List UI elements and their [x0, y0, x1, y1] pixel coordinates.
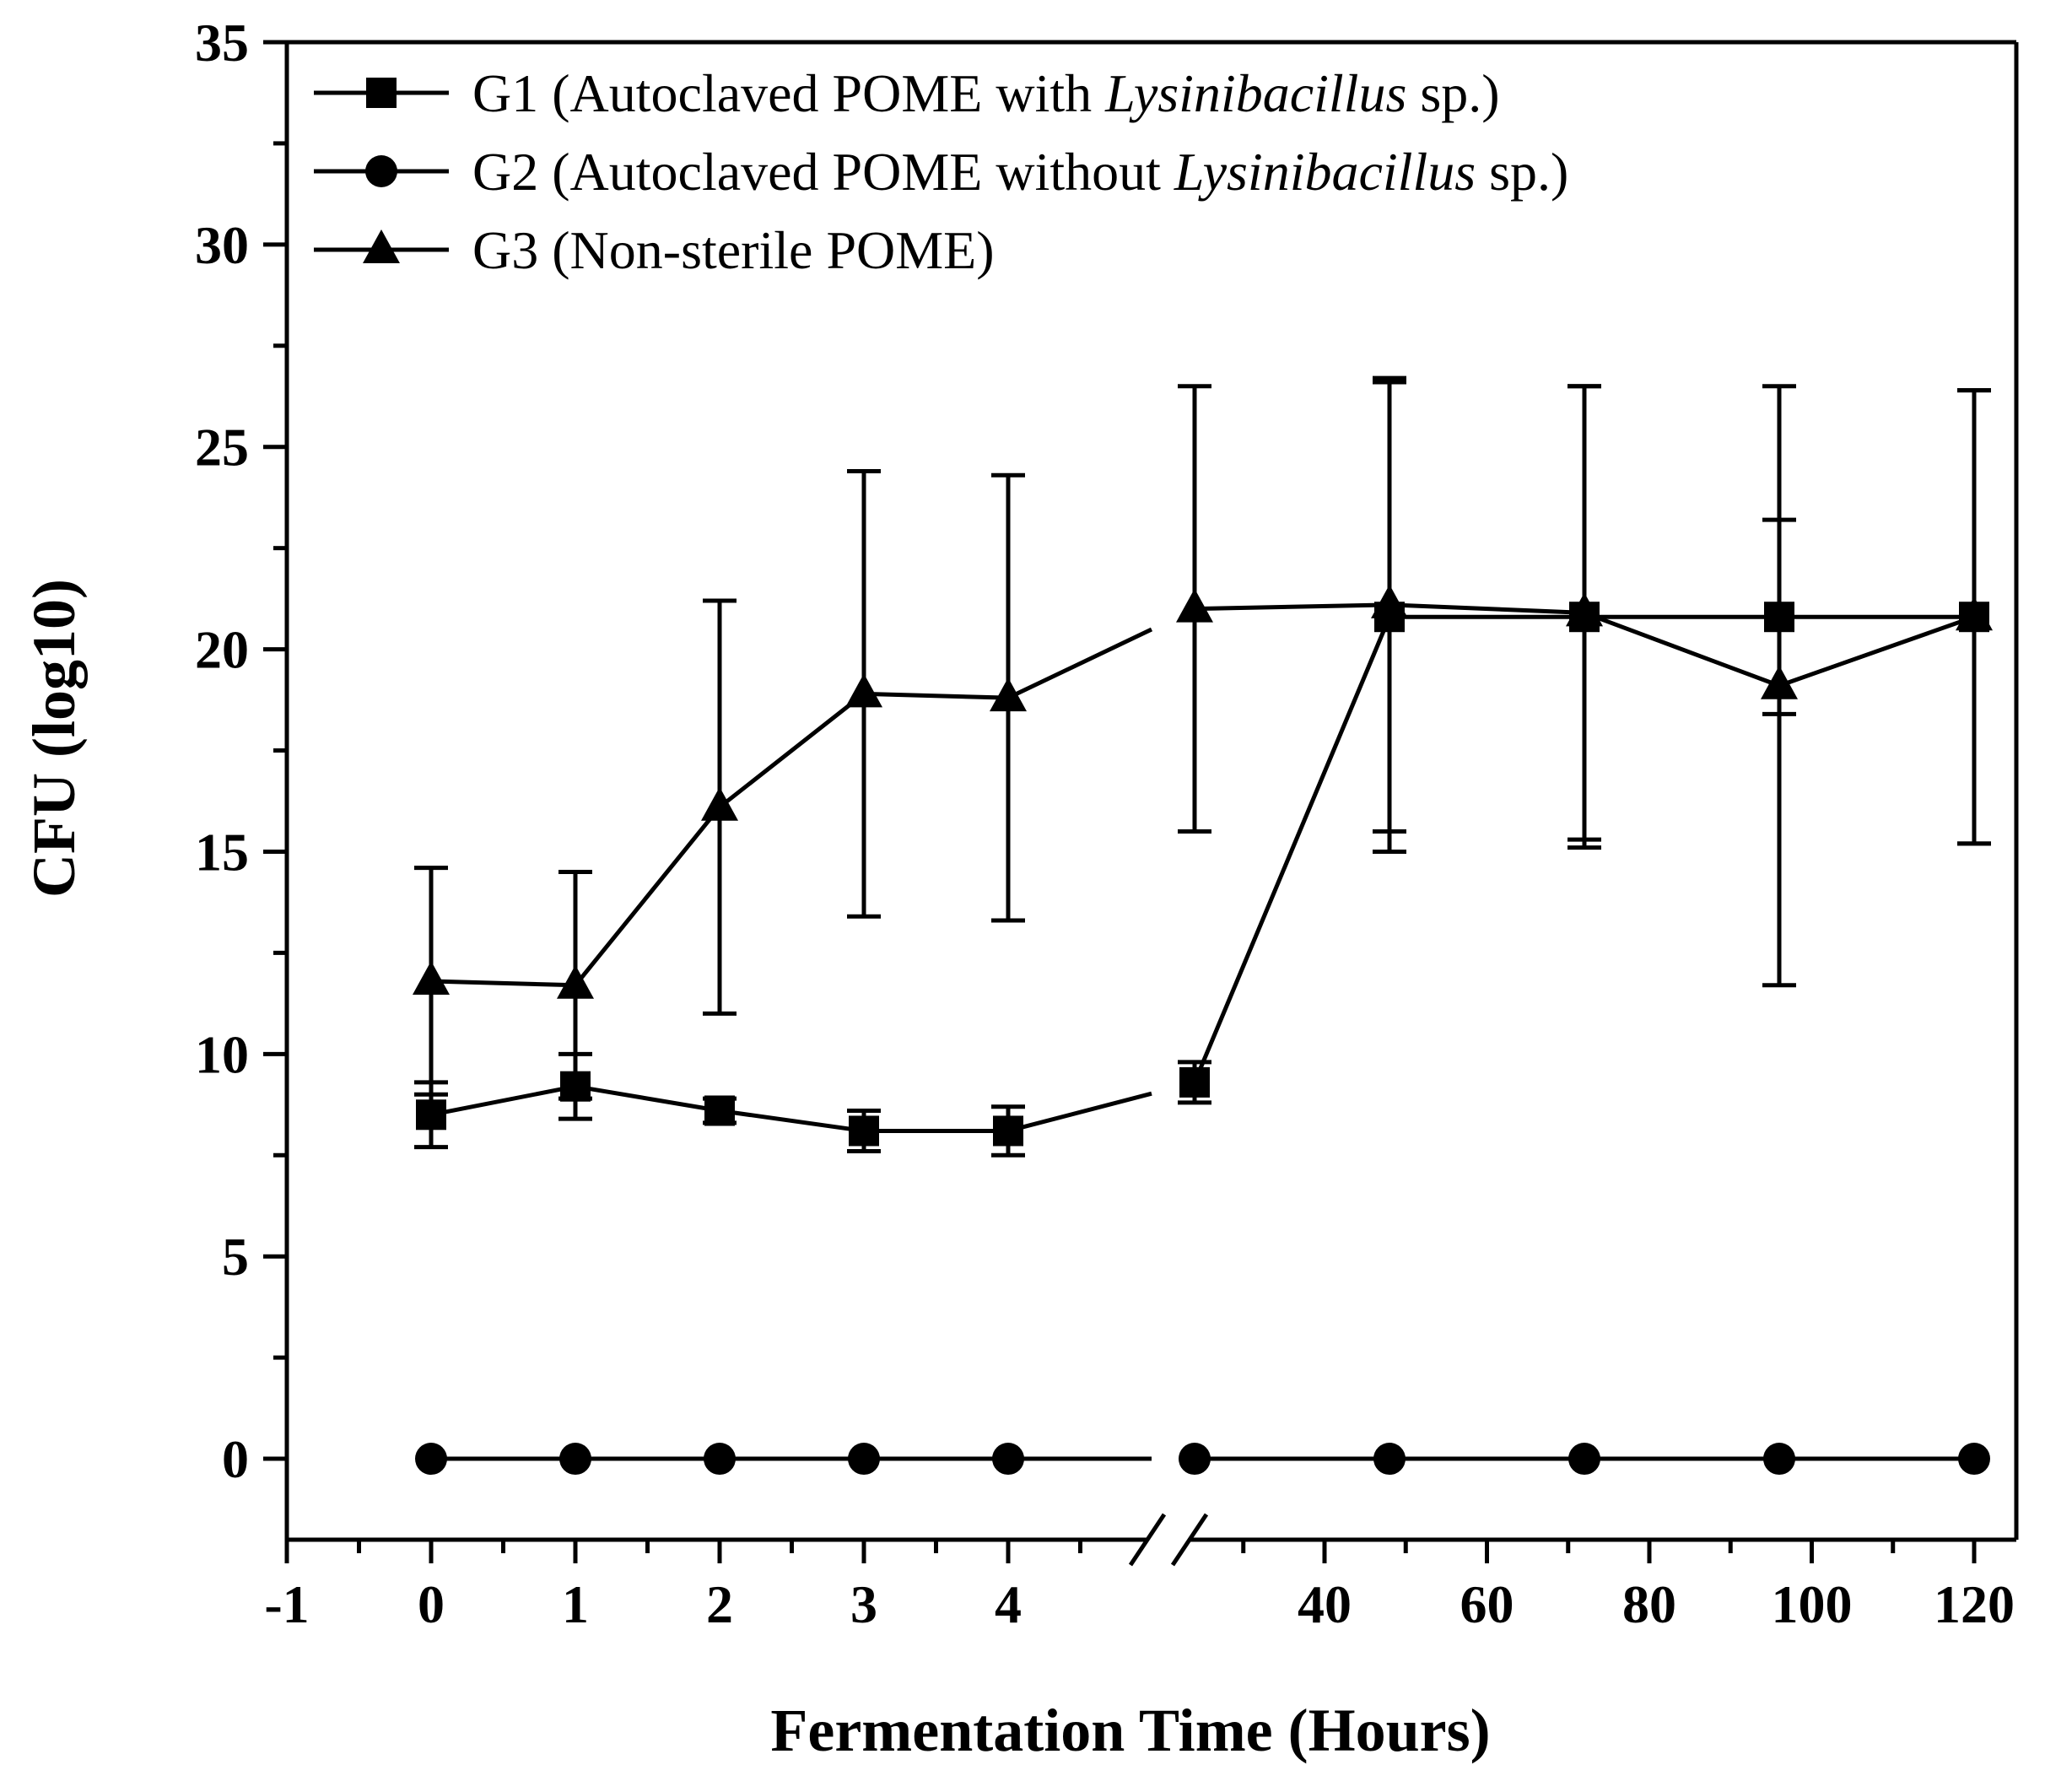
series-line — [1389, 602, 1585, 615]
data-point — [701, 786, 738, 821]
y-tick-label: 35 — [195, 13, 249, 73]
y-tick-label: 30 — [195, 215, 249, 275]
legend-label-part: sp.) — [1406, 63, 1499, 123]
data-point — [1371, 584, 1408, 618]
series-g1 — [414, 380, 1991, 1158]
legend-marker — [366, 78, 397, 108]
x-tick-label: 60 — [1460, 1574, 1514, 1634]
y-tick-label: 20 — [195, 620, 249, 680]
legend-marker — [363, 229, 400, 263]
series-line — [575, 1084, 720, 1113]
series-line — [430, 1084, 576, 1117]
legend: G1 (Autoclaved POME with Lysinibacillus … — [314, 63, 1568, 280]
data-point — [845, 673, 882, 708]
series-line — [1584, 611, 1780, 688]
legend-label: G2 (Autoclaved POME without Lysinibacill… — [472, 142, 1568, 202]
data-point — [1763, 1443, 1795, 1476]
data-point — [1176, 588, 1213, 623]
series-line — [863, 691, 1009, 700]
data-point — [993, 1115, 1023, 1147]
series-line — [430, 979, 576, 988]
legend-entry: G1 (Autoclaved POME with Lysinibacillus … — [314, 63, 1500, 123]
series-line — [1192, 616, 1392, 1083]
data-point — [1179, 1066, 1210, 1098]
y-axis: 0 5 10 15 20 25 30 35 — [195, 13, 287, 1489]
series-line — [1007, 1091, 1152, 1133]
x-tick-label: 120 — [1934, 1574, 2015, 1634]
legend-marker — [365, 155, 397, 187]
data-point — [1179, 1443, 1211, 1476]
series-line — [1006, 627, 1153, 700]
x-axis: -1 0 1 2 3 4 40 60 80 100 120 — [264, 1540, 2015, 1634]
series-g2 — [415, 1443, 1990, 1476]
x-tick-label: -1 — [264, 1574, 309, 1634]
data-point — [704, 1095, 735, 1126]
legend-label-part: sp.) — [1476, 142, 1568, 202]
legend-label: G1 (Autoclaved POME with Lysinibacillus … — [472, 63, 1500, 123]
x-axis-title: Fermentation Time (Hours) — [770, 1697, 1490, 1764]
y-tick-label: 25 — [195, 418, 249, 478]
data-point — [990, 677, 1027, 712]
y-tick-label: 5 — [222, 1227, 249, 1287]
series-line — [1194, 602, 1390, 612]
y-tick-label: 15 — [195, 822, 249, 882]
axis-break-mark — [1170, 1513, 1209, 1567]
legend-label-part: Lysinibacillus — [1104, 63, 1406, 123]
data-point — [415, 1443, 447, 1476]
series-g3 — [413, 375, 1993, 1101]
legend-entry: G2 (Autoclaved POME without Lysinibacill… — [314, 142, 1568, 202]
x-tick-label: 100 — [1772, 1574, 1853, 1634]
x-tick-label: 2 — [706, 1574, 733, 1634]
x-tick-label: 40 — [1298, 1574, 1352, 1634]
data-point — [559, 1443, 591, 1476]
x-tick-label: 80 — [1622, 1574, 1676, 1634]
axis-break-mark — [1128, 1513, 1167, 1567]
y-axis-title: CFU (log10) — [20, 579, 88, 898]
x-tick-label: 4 — [995, 1574, 1022, 1634]
data-point — [704, 1443, 736, 1476]
data-point — [1566, 592, 1603, 627]
legend-entry: G3 (Non-sterile POME) — [314, 220, 995, 280]
x-tick-label: 1 — [562, 1574, 589, 1634]
data-point — [413, 960, 450, 995]
data-point — [1958, 1443, 1990, 1476]
data-point — [992, 1443, 1024, 1476]
y-tick-label: 10 — [195, 1024, 249, 1084]
x-tick-label: 3 — [850, 1574, 877, 1634]
series-line — [719, 1109, 865, 1133]
y-tick-label: 0 — [222, 1429, 249, 1489]
data-point — [848, 1443, 880, 1476]
legend-label-part: G2 (Autoclaved POME without — [472, 142, 1174, 202]
data-point — [1761, 665, 1798, 699]
legend-label-part: G1 (Autoclaved POME with — [472, 63, 1105, 123]
series-layer — [413, 375, 1993, 1476]
legend-label-part: Lysinibacillus — [1174, 142, 1476, 202]
series-line — [1778, 614, 1975, 688]
data-point — [1373, 1443, 1406, 1476]
series-line — [718, 692, 866, 809]
legend-label-part: G3 (Non-sterile POME) — [472, 220, 995, 280]
series-line — [574, 806, 721, 987]
data-point — [416, 1099, 446, 1131]
data-point — [557, 964, 594, 999]
x-tick-label: 0 — [418, 1574, 445, 1634]
data-point — [1568, 1443, 1600, 1476]
data-point — [1956, 596, 1993, 631]
data-point — [849, 1115, 879, 1147]
legend-label: G3 (Non-sterile POME) — [472, 220, 995, 280]
